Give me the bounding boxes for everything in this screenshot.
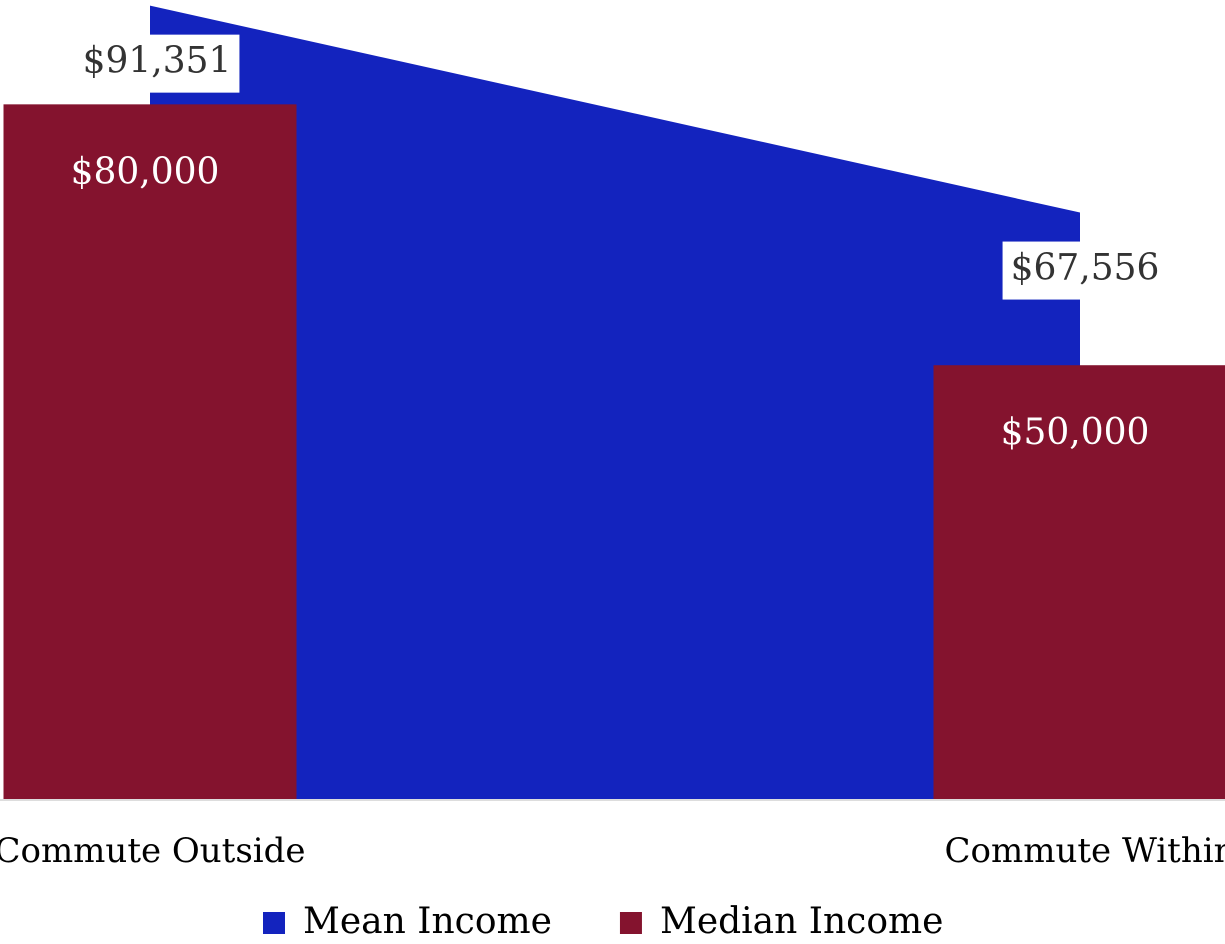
label-box — [1002, 241, 1168, 300]
legend-item: Median Income — [619, 901, 944, 942]
median-bar — [3, 104, 297, 800]
legend-label: Mean Income — [303, 901, 552, 942]
median-bar — [933, 365, 1225, 800]
label-box — [74, 34, 240, 93]
x-tick-label: Commute Within — [944, 831, 1225, 871]
legend-swatch — [263, 912, 285, 934]
mean-label: $67,556 — [1011, 248, 1160, 289]
x-tick-label: Commute Outside — [0, 831, 306, 871]
legend-label: Median Income — [660, 901, 944, 942]
legend-swatch — [619, 912, 642, 934]
median-label: $80,000 — [71, 151, 220, 192]
mean-label: $91,351 — [83, 41, 232, 82]
legend-item: Mean Income — [263, 901, 552, 942]
mean-area — [150, 5, 1080, 800]
median-label: $50,000 — [1001, 412, 1150, 453]
